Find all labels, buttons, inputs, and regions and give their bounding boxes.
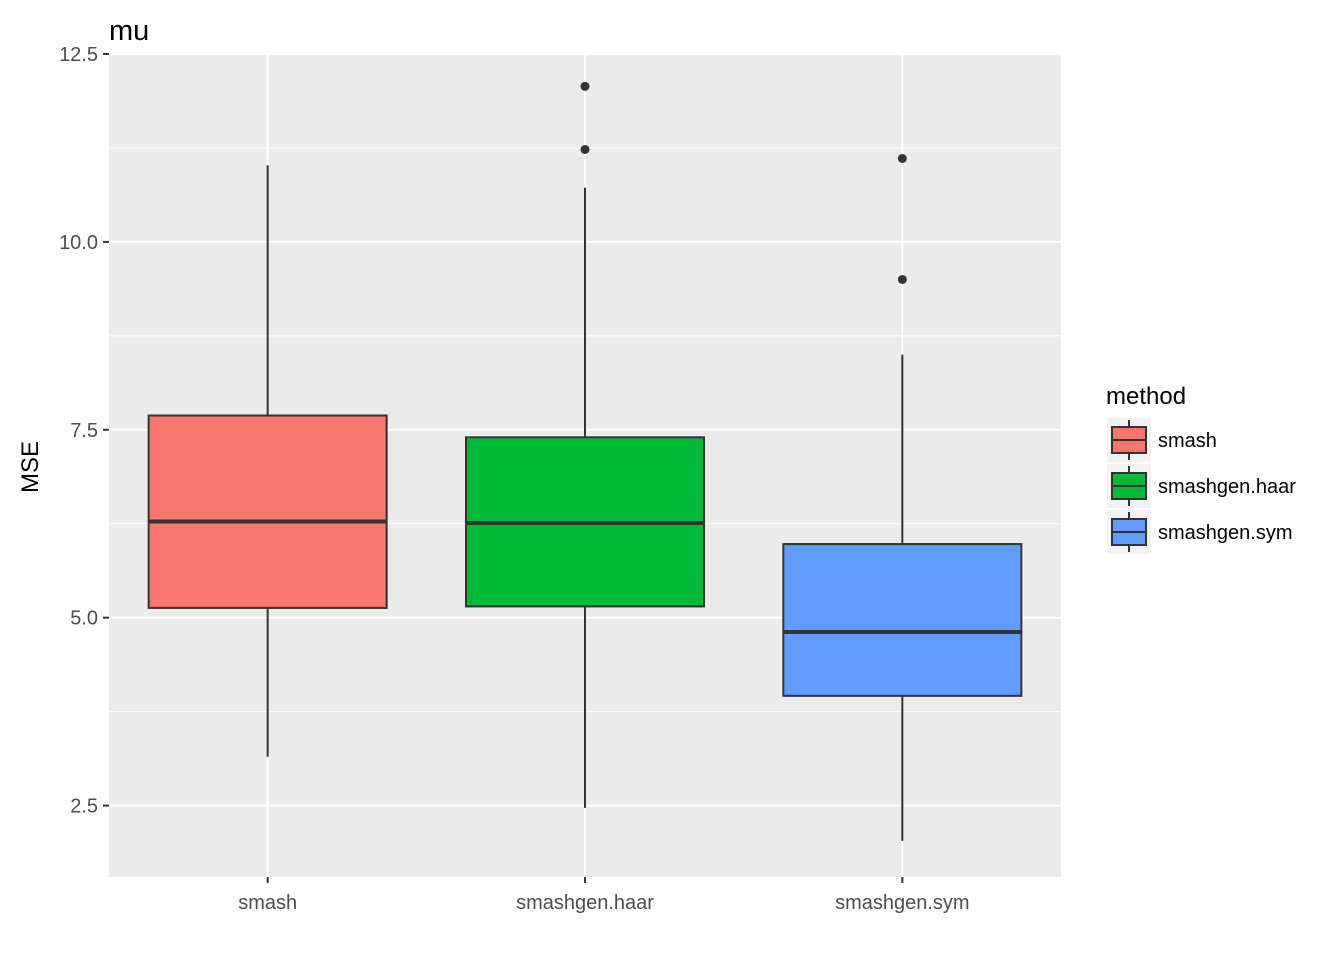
x-tick-label: smashgen.haar xyxy=(516,892,654,914)
y-axis-label: MSE xyxy=(17,441,44,493)
box-smash xyxy=(147,165,388,757)
chart-title: mu xyxy=(109,15,149,47)
legend-item-smash: smash xyxy=(1107,418,1217,462)
legend: method smash smashgen.haar smashgen.sym xyxy=(1106,383,1296,554)
y-tick-label: 12.5 xyxy=(59,44,98,66)
box-smashgen.haar xyxy=(465,81,705,808)
legend-item-smashgen.haar: smashgen.haar xyxy=(1107,464,1296,508)
box-body xyxy=(782,543,1023,697)
legend-label: smash xyxy=(1158,430,1217,452)
legend-title: method xyxy=(1106,383,1186,410)
x-tick-label: smash xyxy=(238,892,297,914)
y-tick-label: 2.5 xyxy=(70,796,98,818)
boxes xyxy=(147,81,1023,841)
x-axis: smash smashgen.haar smashgen.sym xyxy=(238,877,970,914)
legend-label: smashgen.sym xyxy=(1158,522,1293,544)
outlier-point xyxy=(897,153,907,163)
outlier-point xyxy=(897,274,907,284)
y-tick-label: 5.0 xyxy=(70,608,98,630)
legend-label: smashgen.haar xyxy=(1158,476,1296,498)
outlier-point xyxy=(580,144,590,154)
legend-item-smashgen.sym: smashgen.sym xyxy=(1107,510,1293,554)
y-tick-label: 10.0 xyxy=(59,232,98,254)
outlier-point xyxy=(580,81,590,91)
box-body xyxy=(147,414,388,609)
y-axis: 2.5 5.0 7.5 10.0 12.5 xyxy=(59,44,109,818)
x-tick-label: smashgen.sym xyxy=(835,892,970,914)
box-smashgen.sym xyxy=(782,153,1023,841)
y-tick-label: 7.5 xyxy=(70,420,98,442)
